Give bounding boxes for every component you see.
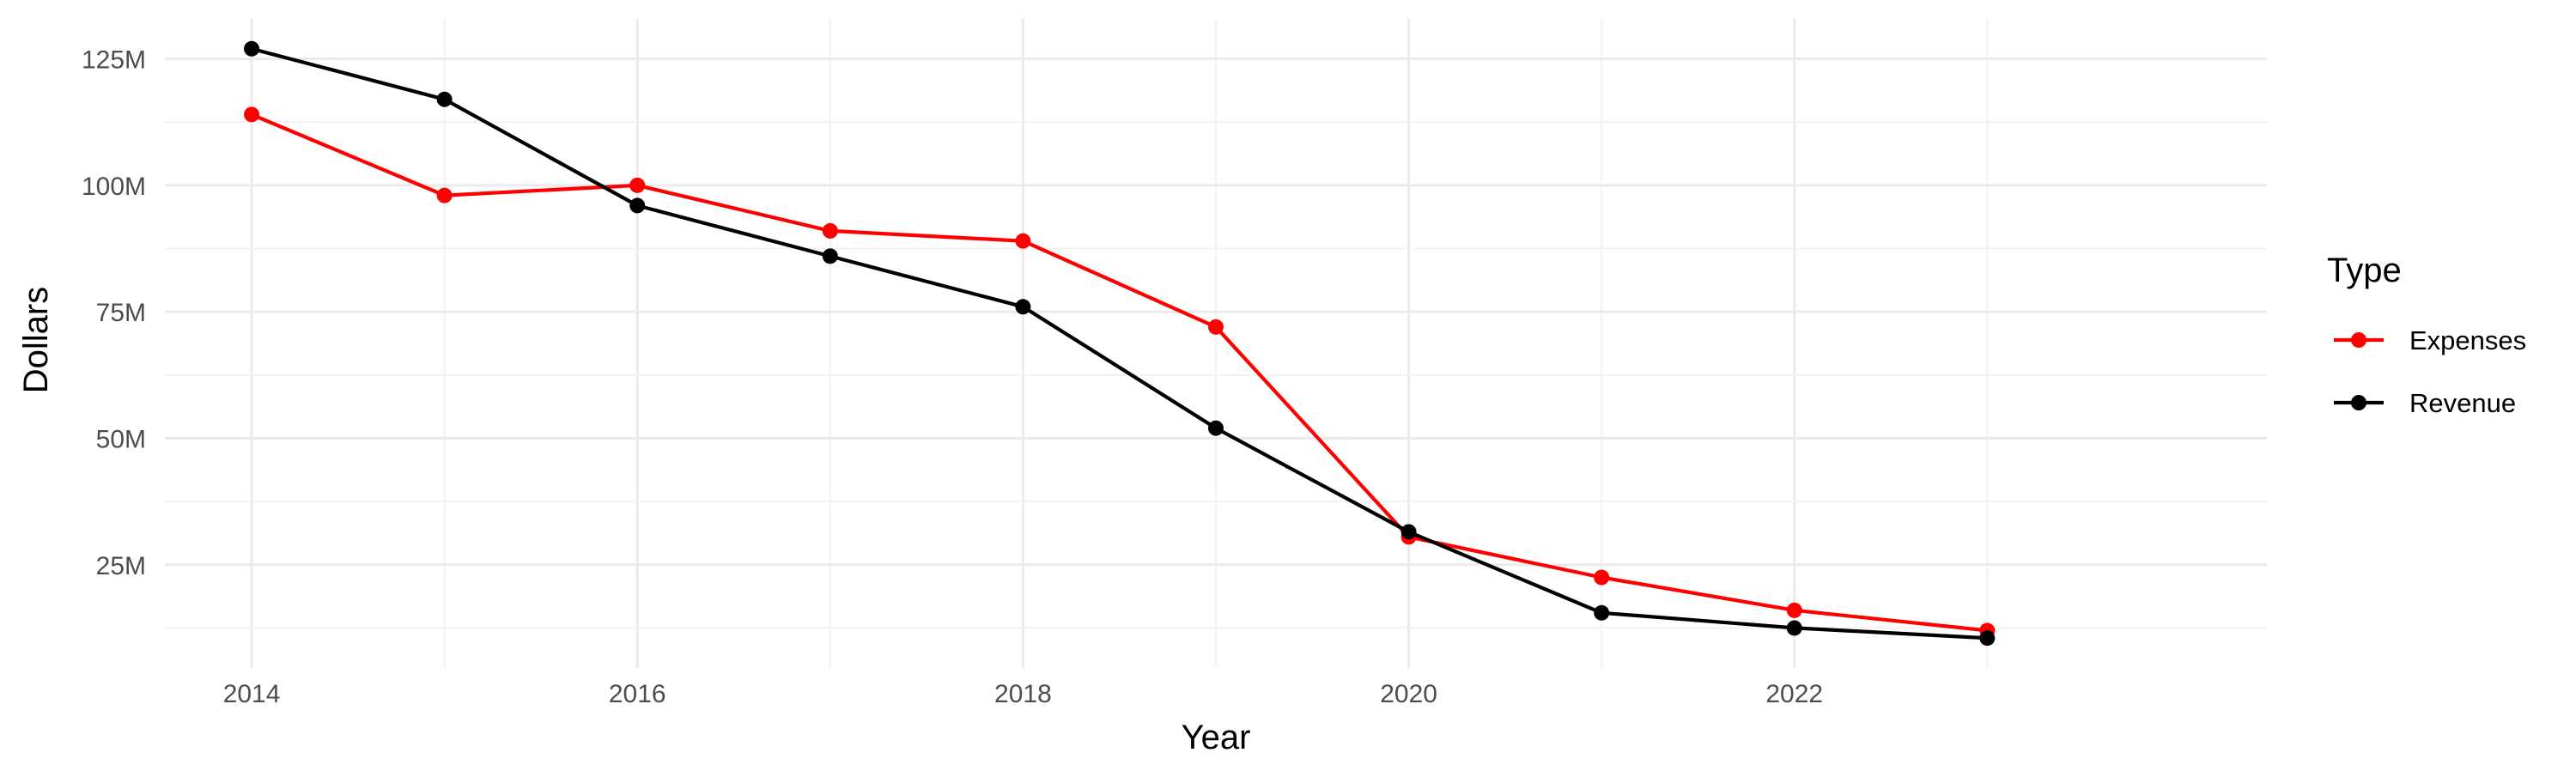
y-tick-label: 100M <box>82 173 146 201</box>
data-point-revenue <box>1015 299 1031 315</box>
data-point-revenue <box>1400 524 1417 540</box>
y-tick-label: 25M <box>96 552 146 580</box>
series-layer <box>244 40 1996 646</box>
data-point-revenue <box>436 91 453 107</box>
data-point-expenses <box>629 177 646 193</box>
data-point-expenses <box>436 187 453 203</box>
data-point-expenses <box>1786 602 1802 618</box>
legend-item-expenses: Expenses <box>2334 325 2526 355</box>
x-tick-label: 2014 <box>223 680 281 708</box>
legend-title: Type <box>2327 252 2402 289</box>
legend-items: Expenses Revenue <box>2334 325 2526 418</box>
y-axis-ticks: 25M 50M 75M 100M 125M <box>82 46 146 580</box>
y-tick-label: 125M <box>82 46 146 75</box>
data-point-revenue <box>822 248 838 264</box>
x-tick-label: 2022 <box>1765 680 1823 708</box>
x-axis-ticks: 2014 2016 2018 2020 2022 <box>223 680 1823 708</box>
y-axis-title: Dollars <box>17 287 55 393</box>
series-revenue <box>244 40 1996 646</box>
x-tick-label: 2016 <box>609 680 666 708</box>
data-point-expenses <box>1208 319 1224 335</box>
legend-label: Expenses <box>2409 325 2526 355</box>
data-point-revenue <box>1208 420 1224 436</box>
data-point-revenue <box>1594 604 1610 621</box>
data-point-expenses <box>244 106 260 123</box>
data-point-revenue <box>244 40 260 57</box>
grid <box>165 19 2267 668</box>
data-point-expenses <box>1015 233 1031 249</box>
x-axis-title: Year <box>1182 719 1251 756</box>
legend-key-point <box>2351 332 2366 348</box>
x-tick-label: 2020 <box>1380 680 1437 708</box>
series-line-expenses <box>251 112 1988 633</box>
legend-label: Revenue <box>2409 388 2516 418</box>
data-point-revenue <box>1786 620 1802 636</box>
y-tick-label: 75M <box>96 299 146 327</box>
series-expenses <box>244 106 1996 639</box>
legend: Type Expenses Revenue <box>2327 252 2526 418</box>
data-point-revenue <box>1979 630 1996 646</box>
x-tick-label: 2018 <box>994 680 1052 708</box>
data-point-expenses <box>1594 569 1610 586</box>
data-point-expenses <box>822 222 838 239</box>
series-line-revenue <box>251 46 1988 640</box>
legend-item-revenue: Revenue <box>2334 388 2516 418</box>
legend-key-point <box>2351 395 2366 410</box>
data-point-revenue <box>629 197 646 214</box>
y-tick-label: 50M <box>96 425 146 453</box>
